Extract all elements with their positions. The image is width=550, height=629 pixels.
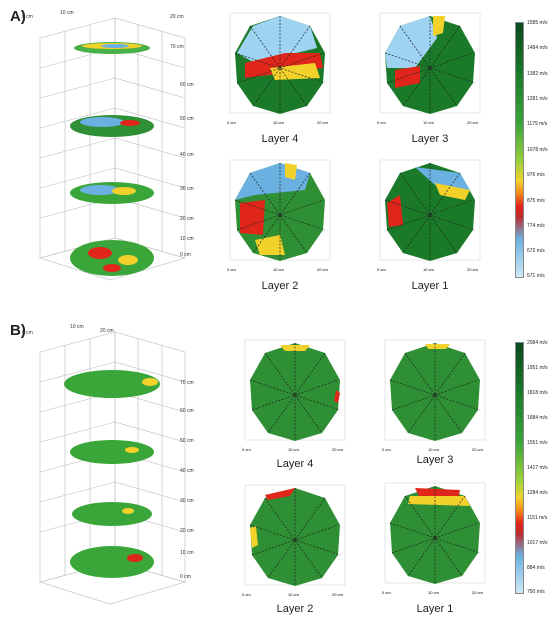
panel-a-colorbar: 1585 m/s 1484 m/s 1382 m/s 1281 m/s 1179… [515, 20, 548, 279]
panel-b-layer-2-surface [72, 502, 152, 526]
panel-b-stack-tick: 10 cm [180, 550, 194, 556]
panel-a-layer-4-map: 0 cm 10 cm 20 cm [227, 12, 331, 125]
panel-a-label: A) [10, 8, 26, 25]
panel-a-stack-tick: 50 cm [180, 116, 194, 122]
panel-a-map-tick: 10 cm [423, 267, 435, 272]
panel-b-label: B) [10, 322, 26, 339]
panel-b-map-tick: 10 cm [288, 447, 300, 452]
panel-a-3d-stack: 70 cm 60 cm 50 cm 40 cm 30 cm 20 cm 10 c… [22, 10, 194, 281]
panel-a-colorbar-tick: 1585 m/s [527, 20, 548, 26]
panel-a-xy-tick: 10 cm [60, 10, 74, 16]
panel-b-colorbar-tick: 884 m/s [527, 565, 545, 571]
panel-b-colorbar-tick: 1551 m/s [527, 440, 548, 446]
panel-a-map-tick: 10 cm [423, 120, 435, 125]
panel-b-layer-3-surface [70, 440, 154, 464]
panel-b-layer-1-title: Layer 1 [416, 603, 454, 615]
panel-a-stack-tick: 10 cm [180, 236, 194, 242]
panel-b-colorbar-tick: 1417 m/s [527, 465, 548, 471]
panel-a-stack-tick: 40 cm [180, 152, 194, 158]
panel-b-map-tick: 20 cm [332, 592, 344, 597]
panel-b-colorbar-tick: 1017 m/s [527, 540, 548, 546]
panel-b-map-tick: 0 cm [242, 447, 251, 452]
panel-a-map-tick: 0 cm [377, 120, 386, 125]
panel-b-layer-1-map: 0 cm 10 cm 20 cm [382, 482, 486, 595]
panel-a-layer-3-title: Layer 3 [411, 133, 449, 145]
panel-a-layer-2-surface [70, 182, 154, 204]
panel-a-layer-1-surface [70, 240, 154, 276]
panel-b-colorbar-tick: 1951 m/s [527, 365, 548, 371]
panel-b-map-tick: 10 cm [428, 447, 440, 452]
panel-a-colorbar-tick: 1078 m/s [527, 147, 548, 153]
panel-b-stack-tick: 50 cm [180, 438, 194, 444]
panel-b-layer-4-surface [64, 370, 160, 398]
panel-a-map-tick: 20 cm [317, 120, 329, 125]
panel-a-colorbar-tick: 1179 m/s [527, 121, 548, 127]
panel-b-colorbar-tick: 1284 m/s [527, 490, 548, 496]
panel-b-colorbar-tick: 750 m/s [527, 589, 545, 595]
panel-b-colorbar: 2084 m/s 1951 m/s 1818 m/s 1684 m/s 1551… [515, 340, 548, 595]
panel-a-layer-4-surface [74, 42, 150, 54]
panel-a-stack-tick: 60 cm [180, 82, 194, 88]
panel-b-xy-tick: 10 cm [70, 324, 84, 330]
panel-b-colorbar-tick: 2084 m/s [527, 340, 548, 346]
panel-b-colorbar-tick: 1684 m/s [527, 415, 548, 421]
panel-a-map-tick: 0 cm [227, 120, 236, 125]
panel-a-colorbar-tick: 1382 m/s [527, 71, 548, 77]
panel-a-layer-1-map: 0 cm 10 cm 20 cm [377, 159, 481, 272]
panel-a-colorbar-tick: 1281 m/s [527, 96, 548, 102]
panel-a-colorbar-tick: 672 m/s [527, 248, 545, 254]
panel-b-map-tick: 0 cm [382, 590, 391, 595]
panel-a-stack-tick: 0 cm [180, 252, 191, 258]
panel-b-colorbar-tick: 1151 m/s [527, 515, 548, 521]
panel-a-stack-tick: 20 cm [180, 216, 194, 222]
panel-b-map-tick: 20 cm [472, 447, 484, 452]
panel-a-stack-tick: 70 cm [170, 44, 184, 50]
panel-a-xy-tick: 0 cm [22, 14, 33, 20]
panel-a-colorbar-tick: 976 m/s [527, 172, 545, 178]
panel-b-stack-tick: 30 cm [180, 498, 194, 504]
panel-b-layer-4-title: Layer 4 [276, 458, 314, 470]
panel-a-colorbar-tick: 774 m/s [527, 223, 545, 229]
panel-b-stack-tick: 60 cm [180, 408, 194, 414]
panel-b-xy-tick: 0 cm [22, 330, 33, 336]
panel-a-map-tick: 10 cm [273, 120, 285, 125]
panel-b-layer-2-map: 0 cm 10 cm 20 cm [242, 484, 346, 597]
panel-b-map-tick: 20 cm [332, 447, 344, 452]
panel-b-layer-3-title: Layer 3 [416, 454, 454, 466]
panel-a-map-tick: 0 cm [377, 267, 386, 272]
panel-b-map-tick: 10 cm [428, 590, 440, 595]
panel-a-layer-1-title: Layer 1 [411, 280, 449, 292]
panel-a-layer-3-surface [70, 115, 154, 137]
panel-b-map-tick: 0 cm [382, 447, 391, 452]
panel-a-map-tick: 0 cm [227, 267, 236, 272]
panel-a-map-tick: 20 cm [467, 120, 479, 125]
panel-a-colorbar-tick: 571 m/s [527, 273, 545, 279]
panel-a-xy-tick: 20 cm [170, 14, 184, 20]
panel-b-stack-tick: 20 cm [180, 528, 194, 534]
panel-a-map-tick: 20 cm [317, 267, 329, 272]
panel-b-stack-tick: 0 cm [180, 574, 191, 580]
panel-a-layer-4-title: Layer 4 [261, 133, 299, 145]
panel-b-map-tick: 10 cm [288, 592, 300, 597]
panel-a-layer-2-map: 0 cm 10 cm 20 cm [227, 159, 331, 272]
panel-b-colorbar-tick: 1818 m/s [527, 390, 548, 396]
panel-b-map-tick: 20 cm [472, 590, 484, 595]
panel-b-layer-3-map: 0 cm 10 cm 20 cm [382, 339, 486, 452]
panel-b-layer-1-surface [70, 546, 154, 578]
panel-a-layer-3-map: 0 cm 10 cm 20 cm [377, 12, 481, 125]
panel-b-stack-tick: 70 cm [180, 380, 194, 386]
panel-a-colorbar-tick: 1484 m/s [527, 45, 548, 51]
panel-a-layer-2-title: Layer 2 [261, 280, 299, 292]
panel-b-3d-stack: 70 cm 60 cm 50 cm 40 cm 30 cm 20 cm 10 c… [22, 324, 194, 605]
panel-b-xy-tick: 20 cm [100, 328, 114, 334]
panel-a-stack-tick: 30 cm [180, 186, 194, 192]
panel-b-layer-4-map: 0 cm 10 cm 20 cm [242, 339, 346, 452]
panel-b-layer-2-title: Layer 2 [276, 603, 314, 615]
panel-a-colorbar-tick: 875 m/s [527, 198, 545, 204]
panel-a-map-tick: 20 cm [467, 267, 479, 272]
panel-b-stack-tick: 40 cm [180, 468, 194, 474]
panel-b-map-tick: 0 cm [242, 592, 251, 597]
panel-a-map-tick: 10 cm [273, 267, 285, 272]
